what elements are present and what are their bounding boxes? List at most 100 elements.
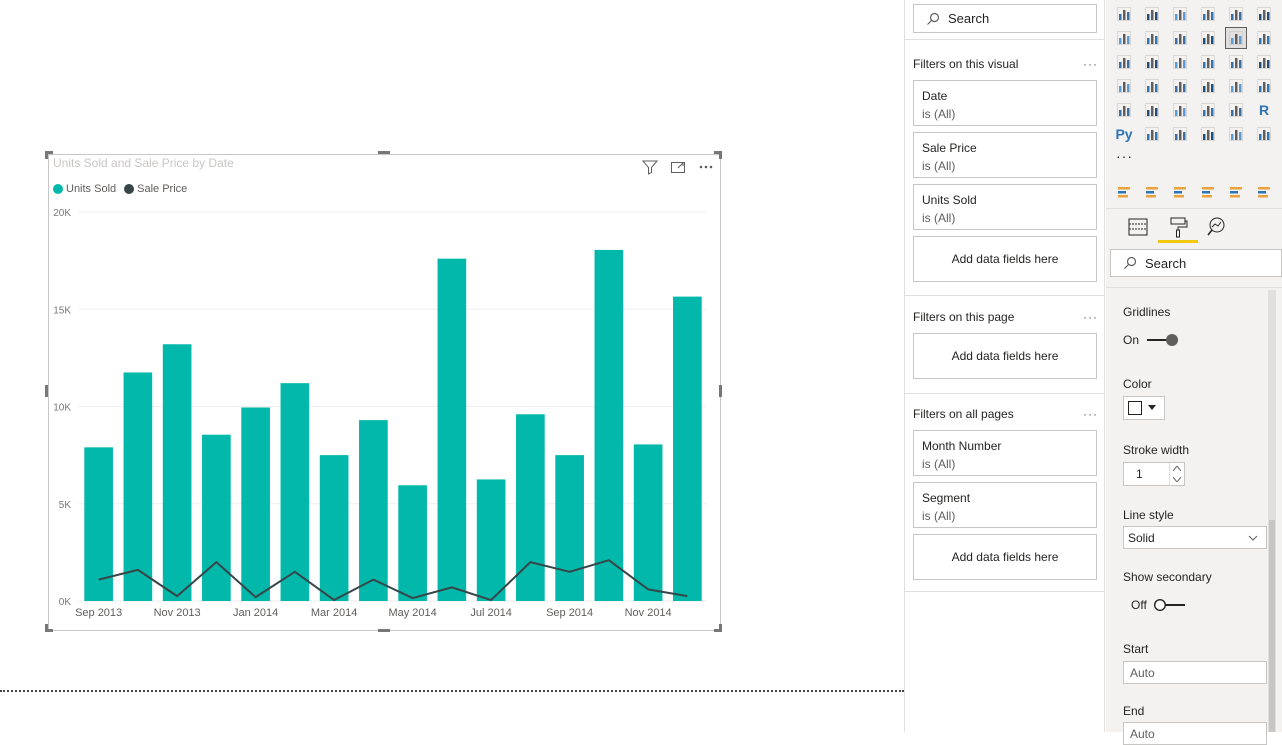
line-chart-icon[interactable]	[1114, 28, 1134, 48]
point-sale-price[interactable]	[293, 570, 297, 574]
table-icon[interactable]	[1198, 100, 1218, 120]
line-and-stacked-column-chart-icon[interactable]	[1198, 28, 1218, 48]
gantt-icon[interactable]	[1254, 182, 1274, 202]
key-influencers-icon[interactable]	[1142, 124, 1162, 144]
resize-handle-top-left[interactable]	[45, 151, 53, 154]
slicer-icon[interactable]	[1170, 100, 1190, 120]
bar-units-sold[interactable]	[241, 407, 270, 601]
filters-search-input[interactable]: Search	[913, 4, 1097, 33]
spinner-arrows-icon[interactable]	[1169, 463, 1184, 485]
100-stacked-column-chart-icon[interactable]	[1254, 4, 1274, 24]
resize-handle-bottom-right[interactable]	[719, 624, 722, 632]
resize-handle-top[interactable]	[378, 151, 390, 154]
focus-mode-icon[interactable]	[668, 157, 688, 177]
end-input[interactable]: Auto	[1123, 722, 1267, 745]
point-sale-price[interactable]	[489, 598, 493, 602]
point-sale-price[interactable]	[646, 587, 650, 591]
r-script-visual-icon[interactable]: R	[1254, 100, 1274, 120]
bar-units-sold[interactable]	[319, 455, 349, 601]
bar-units-sold[interactable]	[516, 414, 545, 601]
more-options-icon[interactable]: ···	[1083, 407, 1098, 421]
text-filter-icon[interactable]	[1142, 182, 1162, 202]
bar-visual-icon[interactable]	[1170, 182, 1190, 202]
point-sale-price[interactable]	[332, 598, 336, 602]
bar-units-sold[interactable]	[280, 383, 310, 601]
azure-map-icon[interactable]	[1198, 76, 1218, 96]
resize-handle-top-right[interactable]	[719, 151, 722, 159]
area-chart-icon[interactable]	[1142, 28, 1162, 48]
add-data-fields-all-pages[interactable]: Add data fields here	[913, 534, 1097, 580]
bar-units-sold[interactable]	[437, 258, 467, 601]
bar-units-sold[interactable]	[202, 434, 231, 601]
bar-units-sold[interactable]	[476, 479, 506, 601]
clustered-column-chart-icon[interactable]	[1198, 4, 1218, 24]
gridlines-toggle[interactable]: On	[1123, 333, 1179, 347]
ribbon-chart-icon[interactable]	[1254, 28, 1274, 48]
point-sale-price[interactable]	[607, 558, 611, 562]
bar-units-sold[interactable]	[398, 485, 427, 601]
more-visuals-icon[interactable]: ···	[1116, 148, 1133, 164]
card-icon[interactable]	[1254, 76, 1274, 96]
bar-units-sold[interactable]	[673, 296, 702, 601]
bar-units-sold[interactable]	[555, 455, 584, 601]
point-sale-price[interactable]	[528, 560, 532, 564]
filled-map-icon[interactable]	[1142, 76, 1162, 96]
attribute-slicer-icon[interactable]	[1198, 182, 1218, 202]
bar-units-sold[interactable]	[594, 249, 624, 602]
tab-fields[interactable]	[1123, 212, 1153, 242]
clustered-bar-chart-icon[interactable]	[1170, 4, 1190, 24]
color-picker[interactable]	[1123, 396, 1165, 420]
donut-chart-icon[interactable]	[1226, 52, 1246, 72]
decomposition-tree-icon[interactable]	[1170, 124, 1190, 144]
resize-handle-bottom-left[interactable]	[45, 629, 53, 632]
python-visual-icon[interactable]: Py	[1114, 124, 1134, 144]
shape-map-icon[interactable]	[1170, 76, 1190, 96]
stacked-area-chart-icon[interactable]	[1170, 28, 1190, 48]
stacked-column-chart-icon[interactable]	[1142, 4, 1162, 24]
tab-format[interactable]	[1163, 212, 1193, 242]
point-sale-price[interactable]	[411, 596, 415, 600]
stacked-bar-chart-icon[interactable]	[1114, 4, 1134, 24]
point-sale-price[interactable]	[214, 560, 218, 564]
more-options-icon[interactable]: ···	[1083, 57, 1098, 71]
bar-units-sold[interactable]	[84, 447, 113, 601]
bar-units-sold[interactable]	[359, 420, 388, 601]
smart-narrative-icon[interactable]	[1226, 124, 1246, 144]
line-style-dropdown[interactable]: Solid	[1123, 526, 1267, 549]
format-pane-scrollbar[interactable]	[1268, 290, 1276, 732]
point-sale-price[interactable]	[371, 578, 375, 582]
scatter-chart-icon[interactable]	[1170, 52, 1190, 72]
filter-icon[interactable]	[640, 157, 660, 177]
funnel-icon[interactable]	[1142, 52, 1162, 72]
paginated-report-icon[interactable]	[1254, 124, 1274, 144]
add-data-fields-visual[interactable]: Add data fields here	[913, 236, 1097, 282]
treemap-icon[interactable]	[1254, 52, 1274, 72]
filter-card-units-sold[interactable]: Units Sold is (All)	[913, 184, 1097, 230]
report-canvas[interactable]: Units Sold and Sale Price by Date Units …	[0, 0, 904, 732]
column-line-chart-visual[interactable]: Units Sold and Sale Price by Date Units …	[48, 154, 721, 631]
filter-card-date[interactable]: Date is (All)	[913, 80, 1097, 126]
tab-analytics[interactable]	[1202, 212, 1232, 242]
legend-item-units-sold[interactable]: Units Sold	[53, 183, 116, 195]
resize-handle-bottom-right[interactable]	[714, 629, 722, 632]
more-options-icon[interactable]	[696, 157, 716, 177]
bar-units-sold[interactable]	[123, 372, 153, 601]
point-sale-price[interactable]	[97, 578, 101, 582]
bar-units-sold[interactable]	[162, 344, 192, 601]
map-icon[interactable]	[1114, 76, 1134, 96]
resize-handle-bottom-left[interactable]	[45, 624, 48, 632]
point-sale-price[interactable]	[685, 594, 689, 598]
histogram-icon[interactable]	[1226, 182, 1246, 202]
100-stacked-bar-chart-icon[interactable]	[1226, 4, 1246, 24]
line-and-clustered-column-chart-icon[interactable]	[1225, 27, 1247, 49]
matrix-icon[interactable]	[1226, 100, 1246, 120]
search-visuals-icon[interactable]	[1114, 182, 1134, 202]
bar-units-sold[interactable]	[633, 444, 663, 601]
more-options-icon[interactable]: ···	[1083, 310, 1098, 324]
format-search-input[interactable]: Search	[1110, 249, 1282, 277]
resize-handle-left[interactable]	[45, 385, 48, 397]
filter-card-sale-price[interactable]: Sale Price is (All)	[913, 132, 1097, 178]
filter-card-segment[interactable]: Segment is (All)	[913, 482, 1097, 528]
start-input[interactable]: Auto	[1123, 661, 1267, 684]
show-secondary-toggle[interactable]: Off	[1131, 598, 1187, 612]
